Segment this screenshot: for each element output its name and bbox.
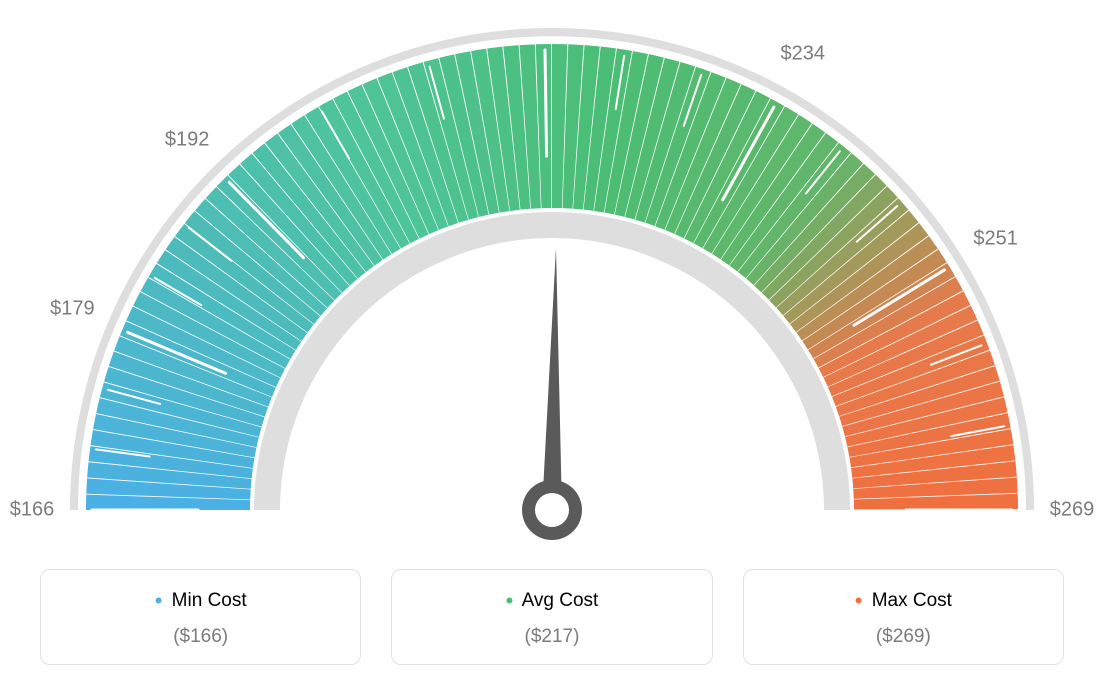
min-cost-title: • Min Cost [51, 588, 350, 614]
bullet-icon: • [155, 588, 163, 613]
gauge-tick-label: $192 [165, 128, 210, 151]
bullet-icon: • [855, 588, 863, 613]
max-cost-card: • Max Cost ($269) [743, 569, 1064, 665]
min-cost-label: Min Cost [172, 590, 247, 611]
gauge-tick-label: $166 [10, 499, 55, 522]
max-cost-value: ($269) [754, 626, 1053, 648]
min-cost-value: ($166) [51, 626, 350, 648]
min-cost-card: • Min Cost ($166) [40, 569, 361, 665]
gauge-tick-label: $179 [50, 298, 95, 321]
gauge-tick-label: $269 [1050, 499, 1095, 522]
bullet-icon: • [506, 588, 514, 613]
avg-cost-card: • Avg Cost ($217) [391, 569, 712, 665]
max-cost-label: Max Cost [872, 590, 952, 611]
gauge-tick-label: $234 [781, 43, 826, 66]
summary-cards: • Min Cost ($166) • Avg Cost ($217) • Ma… [0, 569, 1104, 665]
gauge-svg [0, 0, 1104, 560]
gauge-tick-label: $217 [522, 0, 567, 2]
avg-cost-label: Avg Cost [522, 590, 599, 611]
max-cost-title: • Max Cost [754, 588, 1053, 614]
gauge-area: $166 $179 $192 $217 $234 $251 $269 [0, 0, 1104, 560]
avg-cost-value: ($217) [402, 626, 701, 648]
gauge-chart-container: $166 $179 $192 $217 $234 $251 $269 • Min Cost … [0, 0, 1104, 690]
avg-cost-title: • Avg Cost [402, 588, 701, 614]
gauge-tick-label: $251 [973, 227, 1018, 250]
